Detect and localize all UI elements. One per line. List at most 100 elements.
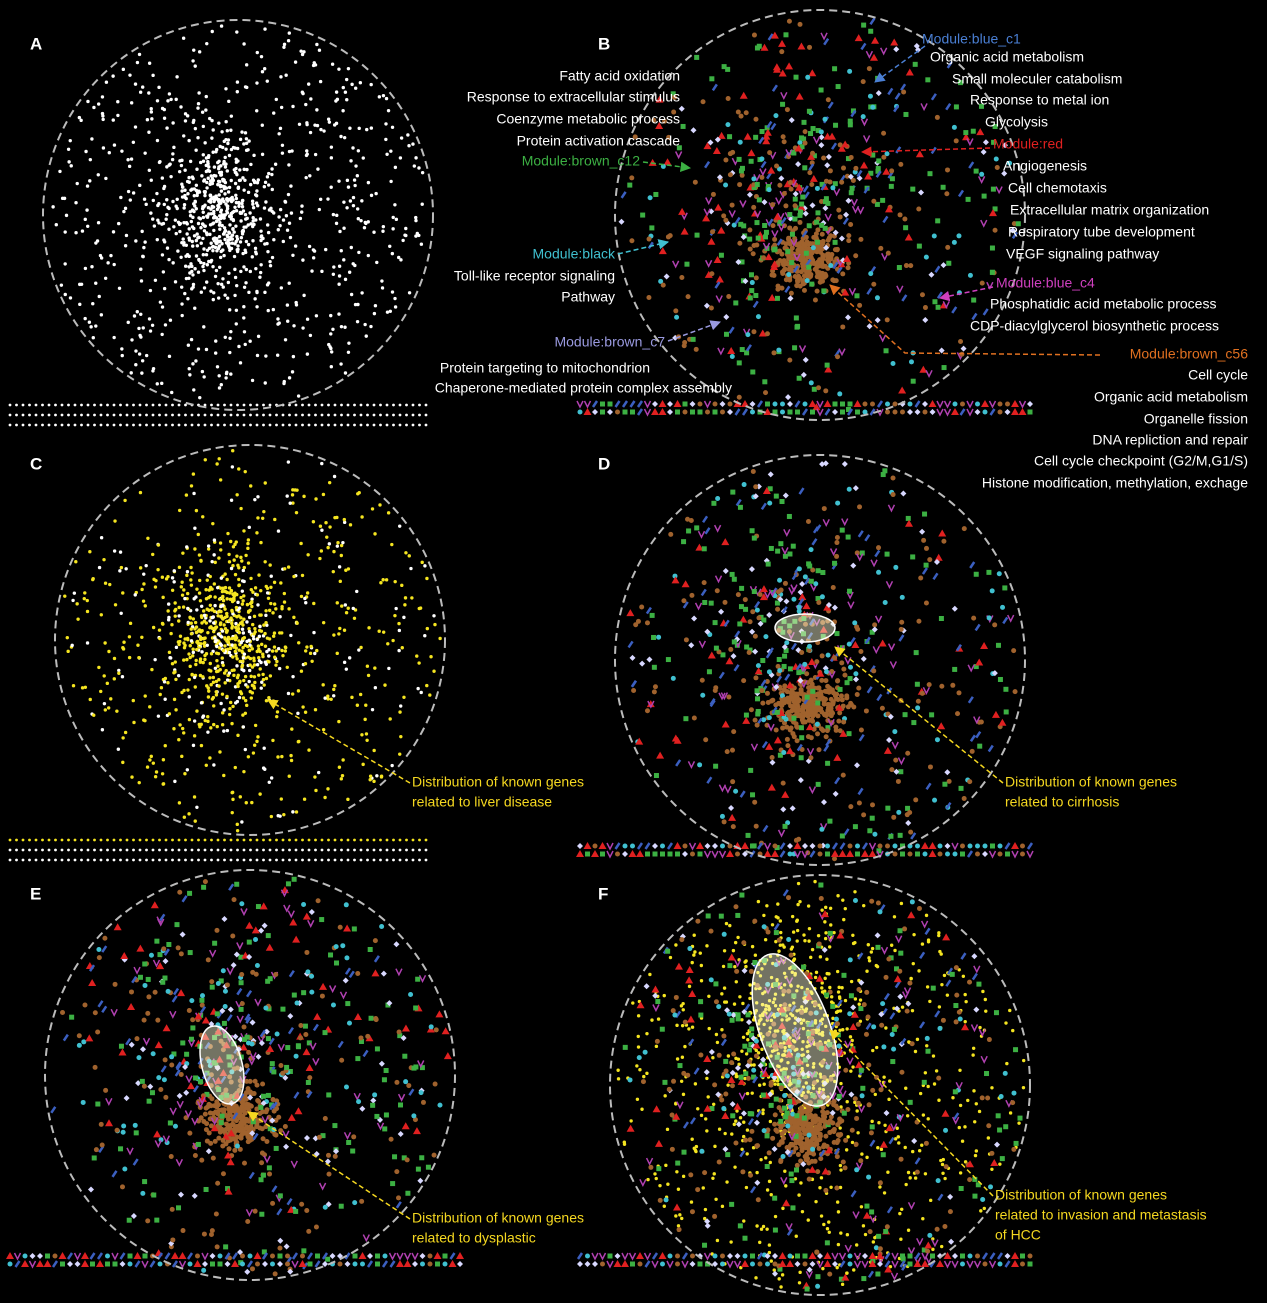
node <box>235 172 239 177</box>
node <box>866 287 873 295</box>
node <box>787 666 793 672</box>
node <box>327 423 330 427</box>
node <box>119 848 122 852</box>
node <box>823 734 829 740</box>
node <box>346 185 351 189</box>
node <box>808 699 814 705</box>
node <box>424 403 428 407</box>
node <box>346 350 351 355</box>
node <box>235 675 240 680</box>
node <box>245 620 249 624</box>
node <box>891 741 899 750</box>
node <box>834 540 840 546</box>
node <box>417 606 421 611</box>
node <box>865 50 874 59</box>
node <box>218 478 223 482</box>
node <box>319 549 324 553</box>
node <box>284 214 289 218</box>
node <box>725 66 731 72</box>
node <box>263 644 268 648</box>
node <box>386 642 390 646</box>
node <box>411 423 415 427</box>
node <box>334 90 339 94</box>
node <box>246 755 251 759</box>
node <box>937 843 943 849</box>
node <box>667 851 673 857</box>
node <box>899 619 905 625</box>
node <box>160 621 165 626</box>
node <box>925 77 931 83</box>
node <box>255 531 259 535</box>
node <box>190 413 194 417</box>
node <box>219 173 223 177</box>
node <box>210 838 213 842</box>
node <box>54 423 57 427</box>
node <box>850 198 858 207</box>
node <box>143 240 147 244</box>
node <box>86 99 90 104</box>
node <box>234 621 238 626</box>
node <box>823 400 832 407</box>
node <box>210 559 214 564</box>
node <box>145 858 148 862</box>
node <box>365 738 369 742</box>
node <box>806 647 812 653</box>
node <box>312 601 316 606</box>
node <box>111 118 115 122</box>
node <box>173 609 177 613</box>
node <box>790 238 798 247</box>
node <box>833 122 839 128</box>
node <box>718 671 725 679</box>
node <box>303 662 308 666</box>
node <box>368 778 372 782</box>
node <box>194 207 198 211</box>
node <box>160 381 164 386</box>
node <box>970 128 976 134</box>
node <box>230 1136 236 1142</box>
node <box>158 413 161 417</box>
node <box>226 531 230 536</box>
node <box>338 626 342 631</box>
node <box>772 401 778 407</box>
node <box>814 288 820 294</box>
node <box>255 593 260 597</box>
node <box>800 257 806 263</box>
node <box>385 403 389 407</box>
node <box>825 200 831 206</box>
node <box>189 627 193 631</box>
node <box>203 838 207 842</box>
node <box>797 713 803 719</box>
node <box>157 628 162 632</box>
node <box>631 687 637 693</box>
node <box>393 305 398 309</box>
node <box>704 527 711 535</box>
node <box>774 709 780 715</box>
node <box>233 572 238 577</box>
node <box>121 591 125 595</box>
node <box>392 858 395 862</box>
node <box>73 838 77 842</box>
node <box>821 698 827 704</box>
node <box>216 632 221 636</box>
node <box>736 394 742 400</box>
node <box>890 492 896 498</box>
node <box>210 118 214 123</box>
node <box>80 229 85 233</box>
node <box>871 36 880 44</box>
node <box>246 610 251 614</box>
node <box>208 603 213 607</box>
node <box>353 403 356 407</box>
node <box>653 773 659 779</box>
node <box>818 199 824 205</box>
node <box>216 246 221 251</box>
node <box>212 239 217 243</box>
node <box>671 94 677 100</box>
node <box>816 669 825 677</box>
node <box>263 27 267 31</box>
node <box>329 350 334 354</box>
node <box>751 176 757 182</box>
node <box>21 858 25 862</box>
node <box>138 90 143 94</box>
node <box>959 408 966 416</box>
node <box>357 648 361 652</box>
